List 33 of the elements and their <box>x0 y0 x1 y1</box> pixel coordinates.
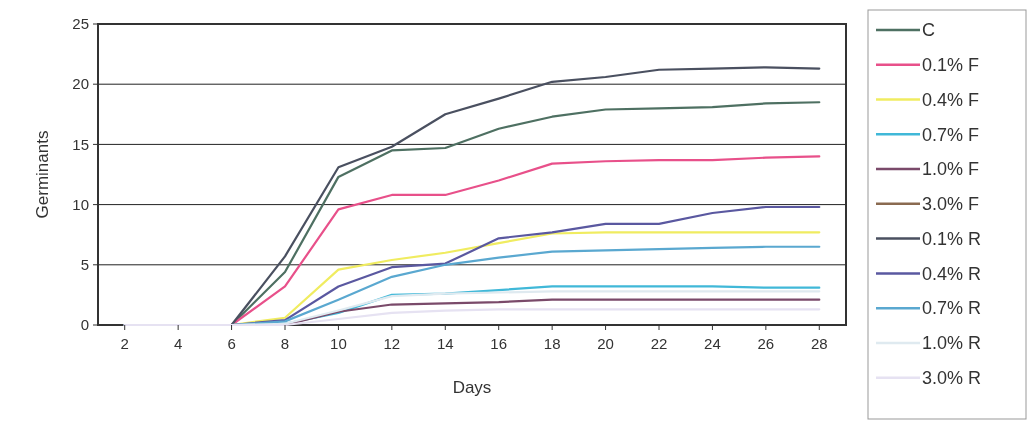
legend-label: C <box>922 20 935 41</box>
y-tick-label: 20 <box>72 75 89 93</box>
x-tick-label: 28 <box>810 335 828 352</box>
legend-label: 0.4% R <box>922 263 982 284</box>
x-tick-label: 10 <box>330 335 347 352</box>
x-tick-label: 14 <box>436 335 454 352</box>
x-tick-label: 2 <box>120 335 129 352</box>
legend-label: 1.0% F <box>922 159 980 180</box>
x-tick-label: 26 <box>757 335 775 352</box>
x-tick-label: 16 <box>490 335 508 352</box>
legend-label: 0.4% F <box>922 89 980 110</box>
y-tick-label: 15 <box>72 135 89 153</box>
y-axis-title: Germinants <box>33 130 52 219</box>
legend-label: 0.1% F <box>922 55 980 76</box>
legend-label: 3.0% F <box>922 194 980 215</box>
y-tick-label: 10 <box>72 195 89 213</box>
x-axis-title: Days <box>452 378 492 397</box>
legend-label: 0.7% F <box>922 124 980 145</box>
legend-label: 0.7% R <box>922 298 982 319</box>
x-tick-label: 8 <box>280 335 290 352</box>
x-tick-label: 12 <box>383 335 401 352</box>
x-tick-label: 4 <box>173 335 183 352</box>
legend-label: 1.0% R <box>922 333 982 354</box>
x-tick-label: 24 <box>704 335 721 352</box>
x-tick-label: 22 <box>650 335 668 352</box>
y-tick-label: 0 <box>80 316 89 334</box>
y-tick-label: 25 <box>72 15 89 33</box>
legend-label: 0.1% R <box>922 228 982 249</box>
y-tick-label: 5 <box>80 256 89 274</box>
x-tick-label: 18 <box>543 335 561 352</box>
x-tick-label: 6 <box>227 335 236 352</box>
legend-label: 3.0% R <box>922 367 982 388</box>
x-tick-label: 20 <box>597 335 614 352</box>
